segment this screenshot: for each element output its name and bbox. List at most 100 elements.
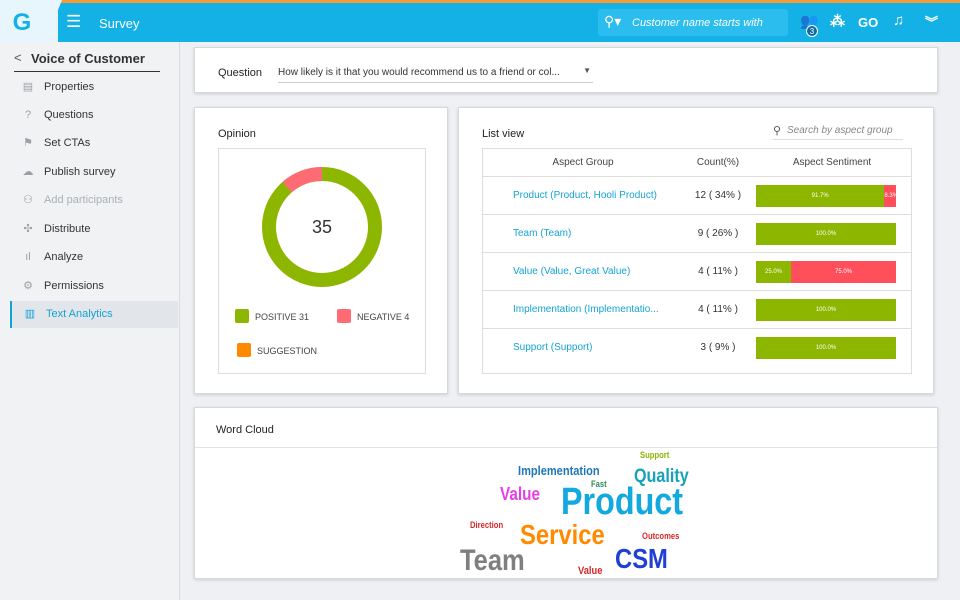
positive-segment: 25.0% bbox=[756, 261, 791, 283]
customer-search-input[interactable] bbox=[632, 13, 782, 32]
bar-chart-icon: ıl bbox=[25, 251, 31, 263]
table-row[interactable]: Product (Product, Hooli Product) 12 ( 34… bbox=[483, 176, 911, 214]
legend-label: SUGGESTION bbox=[257, 346, 318, 356]
sentiment-bar: 100.0% bbox=[756, 337, 896, 359]
word-cloud-word[interactable]: Fast bbox=[591, 479, 607, 489]
header-aspect-group[interactable]: Aspect Group bbox=[552, 157, 614, 168]
sidebar-item-set-ctas[interactable]: ⚑ Set CTAs bbox=[10, 130, 178, 157]
legend-label: POSITIVE 31 bbox=[255, 312, 310, 322]
aspect-table: Aspect Group Count(%) Aspect Sentiment P… bbox=[482, 148, 912, 374]
double-chevron-icon[interactable]: ︾ bbox=[925, 15, 939, 30]
customer-search[interactable]: ⚲▾ bbox=[598, 9, 788, 36]
word-cloud-word[interactable]: CSM bbox=[615, 543, 668, 574]
logo-letter: G bbox=[0, 0, 58, 45]
sentiment-bar: 91.7% 8.3% bbox=[756, 185, 896, 207]
positive-segment: 100.0% bbox=[756, 337, 896, 359]
positive-segment: 91.7% bbox=[756, 185, 885, 207]
flag-icon: ⚑ bbox=[23, 137, 33, 149]
legend-swatch bbox=[235, 309, 249, 323]
word-cloud-word[interactable]: Quality bbox=[634, 466, 689, 487]
opinion-chart-box: 35 POSITIVE 31 NEGATIVE 4 SUGGESTION bbox=[218, 148, 426, 374]
table-row[interactable]: Value (Value, Great Value) 4 ( 11% ) 25.… bbox=[483, 252, 911, 290]
sidebar-item-label: Permissions bbox=[44, 280, 104, 292]
sidebar-title: Voice of Customer bbox=[31, 51, 145, 66]
text-chart-icon: ▥ bbox=[24, 308, 36, 320]
table-row[interactable]: Support (Support) 3 ( 9% ) 100.0% bbox=[483, 328, 911, 366]
negative-segment: 8.3% bbox=[884, 185, 896, 207]
opinion-title: Opinion bbox=[218, 128, 256, 140]
notification-badge: 3 bbox=[806, 25, 818, 37]
aspect-count: 9 ( 26% ) bbox=[697, 228, 739, 239]
word-cloud-word[interactable]: Support bbox=[640, 450, 670, 460]
negative-segment: 75.0% bbox=[791, 261, 896, 283]
legend-swatch bbox=[237, 343, 251, 357]
word-cloud-word[interactable]: Implementation bbox=[518, 463, 600, 478]
sidebar-header: < Voice of Customer bbox=[14, 50, 160, 72]
add-user-icon: ⚇ bbox=[23, 194, 33, 206]
hamburger-icon[interactable]: ☰ bbox=[66, 12, 82, 31]
sidebar: < Voice of Customer ▤ Properties ? Quest… bbox=[0, 42, 180, 600]
back-icon[interactable]: < bbox=[14, 50, 22, 65]
question-panel: Question How likely is it that you would… bbox=[194, 47, 938, 93]
word-cloud-word[interactable]: Team bbox=[460, 544, 525, 577]
word-cloud-word[interactable]: Service bbox=[520, 519, 605, 550]
sidebar-item-label: Set CTAs bbox=[44, 137, 91, 149]
positive-segment: 100.0% bbox=[756, 299, 896, 321]
bell-icon[interactable]: ♫ bbox=[893, 12, 905, 29]
aspect-group-link[interactable]: Implementation (Implementatio... bbox=[513, 304, 659, 315]
gear-icon: ⚙ bbox=[23, 280, 33, 292]
header-count[interactable]: Count(%) bbox=[696, 157, 740, 168]
word-cloud-word[interactable]: Value bbox=[500, 484, 540, 504]
table-row[interactable]: Implementation (Implementatio... 4 ( 11%… bbox=[483, 290, 911, 328]
sidebar-item-add-participants[interactable]: ⚇ Add participants bbox=[10, 187, 178, 214]
positive-segment: 100.0% bbox=[756, 223, 896, 245]
aspect-group-link[interactable]: Team (Team) bbox=[513, 228, 572, 239]
aspect-search-placeholder[interactable]: Search by aspect group bbox=[787, 125, 893, 136]
aspect-group-link[interactable]: Product (Product, Hooli Product) bbox=[513, 190, 657, 201]
sentiment-bar: 100.0% bbox=[756, 223, 896, 245]
sidebar-item-label: Analyze bbox=[44, 251, 84, 263]
cloud-icon: ☁ bbox=[22, 166, 34, 178]
top-bar: G ☰ Survey ⚲▾ 👥 3 ⁂ GO ♫ ︾ bbox=[0, 0, 960, 45]
aspect-group-link[interactable]: Value (Value, Great Value) bbox=[513, 266, 631, 277]
table-row[interactable]: Team (Team) 9 ( 26% ) 100.0% bbox=[483, 214, 911, 252]
aspect-group-link[interactable]: Support (Support) bbox=[513, 342, 593, 353]
word-cloud-word[interactable]: Outcomes bbox=[642, 531, 680, 541]
opinion-panel: Opinion 35 POSITIVE 31 NEGATIVE 4 SUGGES… bbox=[194, 107, 448, 394]
opinion-donut bbox=[262, 167, 382, 287]
question-icon: ? bbox=[24, 109, 32, 121]
hierarchy-icon[interactable]: ⁂ bbox=[830, 13, 845, 30]
aspect-search[interactable]: ⚲ Search by aspect group bbox=[773, 124, 903, 140]
sidebar-item-questions[interactable]: ? Questions bbox=[10, 102, 178, 129]
word-cloud-panel: Word Cloud Support Implementation Qualit… bbox=[194, 407, 938, 579]
aspect-count: 12 ( 34% ) bbox=[694, 190, 742, 201]
go-button[interactable]: GO bbox=[858, 15, 879, 30]
sidebar-item-analyze[interactable]: ıl Analyze bbox=[10, 244, 178, 271]
sidebar-item-publish-survey[interactable]: ☁ Publish survey bbox=[10, 159, 178, 186]
sidebar-item-permissions[interactable]: ⚙ Permissions bbox=[10, 273, 178, 300]
header-aspect-sentiment[interactable]: Aspect Sentiment bbox=[792, 157, 872, 168]
aspect-count: 3 ( 9% ) bbox=[700, 342, 736, 353]
app-logo[interactable]: G bbox=[0, 0, 82, 45]
sidebar-item-label: Distribute bbox=[44, 223, 91, 235]
word-cloud-word[interactable]: Value bbox=[578, 565, 603, 577]
caret-down-icon: ▼ bbox=[583, 66, 591, 75]
sidebar-item-properties[interactable]: ▤ Properties bbox=[10, 74, 178, 101]
sidebar-item-label: Publish survey bbox=[44, 166, 116, 178]
question-label: Question bbox=[218, 67, 263, 79]
search-icon[interactable]: ⚲▾ bbox=[604, 13, 622, 29]
word-cloud-word[interactable]: Direction bbox=[470, 520, 504, 530]
question-select[interactable]: How likely is it that you would recommen… bbox=[278, 61, 593, 83]
sidebar-item-text-analytics[interactable]: ▥ Text Analytics bbox=[10, 301, 178, 328]
sidebar-item-label: Properties bbox=[44, 81, 95, 93]
search-icon: ⚲ bbox=[773, 125, 782, 137]
sidebar-item-distribute[interactable]: ✣ Distribute bbox=[10, 216, 178, 243]
aspect-count: 4 ( 11% ) bbox=[698, 266, 738, 277]
sidebar-item-label: Questions bbox=[44, 109, 94, 121]
app-title: Survey bbox=[99, 16, 140, 31]
sentiment-bar: 100.0% bbox=[756, 299, 896, 321]
sidebar-item-label: Add participants bbox=[44, 194, 123, 206]
word-cloud-word[interactable]: Product bbox=[561, 481, 684, 523]
legend-swatch bbox=[337, 309, 351, 323]
word-cloud-header: Word Cloud bbox=[195, 408, 937, 448]
